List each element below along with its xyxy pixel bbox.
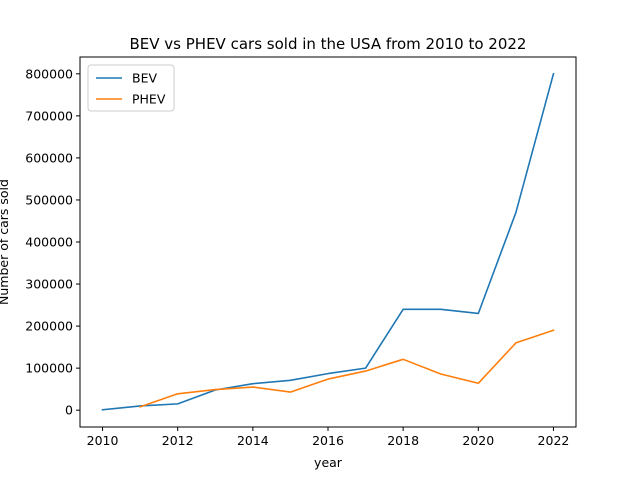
y-tick-label: 100000: [25, 361, 73, 376]
x-tick-label: 2020: [462, 433, 494, 448]
y-tick-label: 500000: [25, 192, 73, 207]
legend-label-bev: BEV: [132, 71, 157, 86]
y-tick-label: 200000: [25, 319, 73, 334]
series-line-bev: [101, 72, 555, 411]
x-tick-label: 2012: [162, 433, 194, 448]
x-tick-label: 2014: [237, 433, 269, 448]
y-tick-label: 300000: [25, 277, 73, 292]
y-axis-label: Number of cars sold: [0, 179, 11, 305]
series-line-phev: [139, 329, 555, 408]
chart-title: BEV vs PHEV cars sold in the USA from 20…: [130, 35, 527, 53]
x-tick-label: 2018: [387, 433, 419, 448]
plot-area: 2010 2012 2014 2016 2018 2020 2022 0 100000 20000…: [25, 56, 577, 448]
legend-label-phev: PHEV: [132, 92, 166, 107]
axes-frame: [79, 56, 577, 428]
x-tick-label: 2010: [87, 433, 119, 448]
x-axis-label: year: [314, 455, 343, 470]
x-tick-label: 2022: [538, 433, 570, 448]
y-tick-label: 800000: [25, 66, 73, 81]
y-tick-label: 700000: [25, 108, 73, 123]
y-tick-label: 400000: [25, 235, 73, 250]
y-tick-label: 0: [65, 403, 73, 418]
y-tick-label: 600000: [25, 150, 73, 165]
x-tick-label: 2016: [312, 433, 344, 448]
